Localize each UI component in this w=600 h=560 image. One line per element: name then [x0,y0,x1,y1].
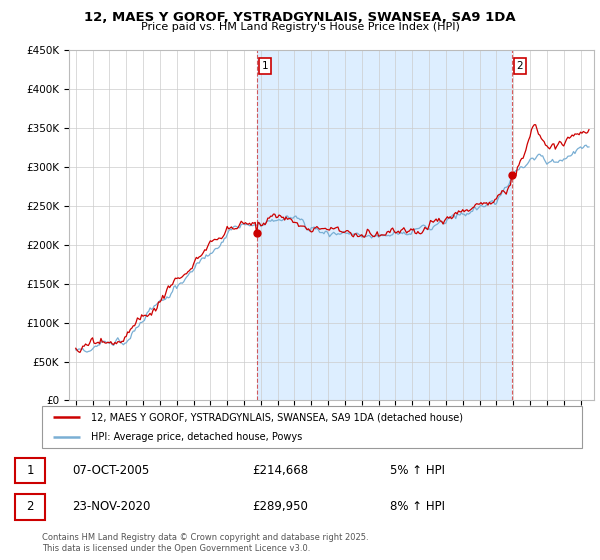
Text: 2: 2 [26,500,34,514]
Text: 1: 1 [26,464,34,477]
Text: 8% ↑ HPI: 8% ↑ HPI [390,500,445,514]
FancyBboxPatch shape [42,406,582,448]
Bar [257,50,512,400]
Text: £289,950: £289,950 [252,500,308,514]
Text: 07-OCT-2005: 07-OCT-2005 [72,464,149,477]
Text: Price paid vs. HM Land Registry's House Price Index (HPI): Price paid vs. HM Land Registry's House … [140,22,460,32]
Text: 1: 1 [262,61,269,71]
Text: 2: 2 [517,61,523,71]
Text: 12, MAES Y GOROF, YSTRADGYNLAIS, SWANSEA, SA9 1DA (detached house): 12, MAES Y GOROF, YSTRADGYNLAIS, SWANSEA… [91,412,463,422]
Text: 23-NOV-2020: 23-NOV-2020 [72,500,151,514]
Text: HPI: Average price, detached house, Powys: HPI: Average price, detached house, Powy… [91,432,302,442]
Text: 5% ↑ HPI: 5% ↑ HPI [390,464,445,477]
Text: 12, MAES Y GOROF, YSTRADGYNLAIS, SWANSEA, SA9 1DA: 12, MAES Y GOROF, YSTRADGYNLAIS, SWANSEA… [84,11,516,24]
Text: £214,668: £214,668 [252,464,308,477]
Text: Contains HM Land Registry data © Crown copyright and database right 2025.
This d: Contains HM Land Registry data © Crown c… [42,533,368,553]
